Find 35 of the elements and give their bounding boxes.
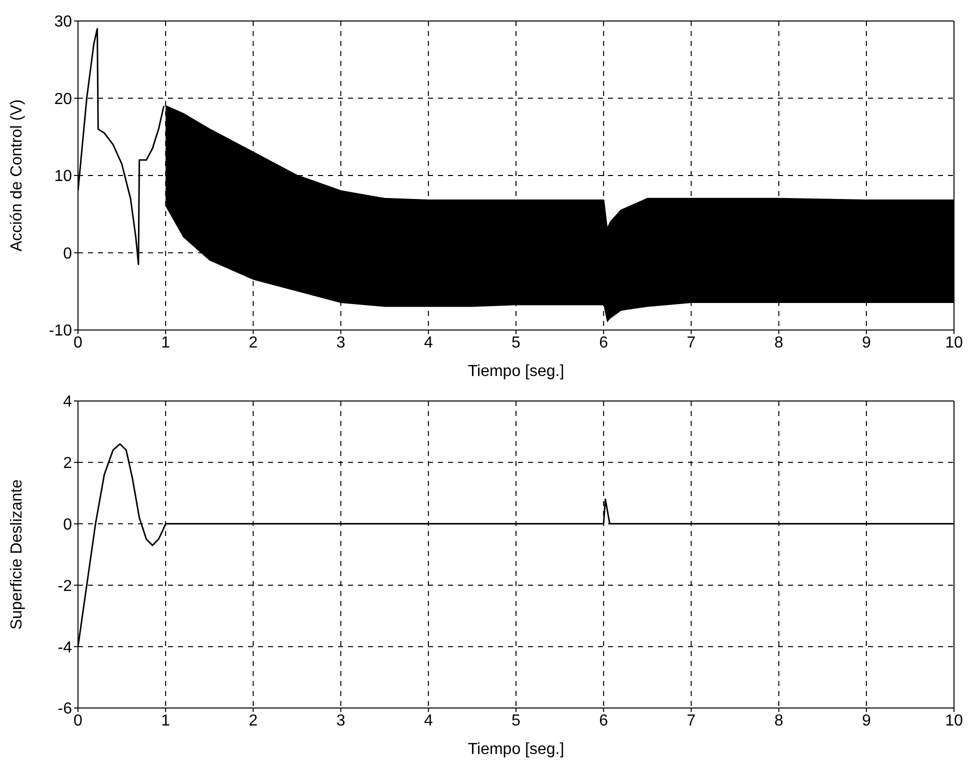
x-tick-label: 1 (161, 334, 170, 352)
y-tick-label: -10 (48, 322, 72, 340)
x-tick-label: 9 (862, 712, 871, 730)
x-tick-label: 8 (774, 712, 784, 730)
y-tick-label: 0 (63, 516, 72, 534)
x-axis-title: Tiempo [seg.] (468, 363, 564, 380)
y-tick-label: 20 (54, 90, 72, 108)
y-tick-label: 4 (63, 394, 72, 411)
x-tick-label: 3 (336, 334, 346, 352)
y-tick-label: -6 (58, 700, 72, 718)
x-tick-label: 5 (512, 334, 521, 352)
y-tick-label: 10 (54, 168, 72, 186)
x-tick-label: 7 (686, 334, 696, 352)
y-tick-label: 2 (63, 455, 72, 472)
x-tick-label: 4 (424, 712, 433, 730)
x-tick-label: 3 (336, 712, 346, 730)
y-tick-label: -2 (58, 578, 72, 595)
x-axis-title: Tiempo [seg.] (468, 741, 564, 758)
x-tick-label: 5 (512, 712, 521, 730)
x-tick-label: 2 (248, 712, 258, 730)
x-tick-label: 7 (686, 712, 696, 730)
x-tick-label: 9 (862, 334, 871, 352)
x-tick-label: 8 (774, 334, 784, 352)
y-tick-label: 30 (54, 14, 72, 31)
y-axis-title: Superficie Deslizante (8, 479, 26, 630)
x-tick-label: 6 (599, 712, 608, 730)
x-tick-label: 1 (161, 712, 170, 730)
y-tick-label: 0 (63, 245, 72, 262)
x-tick-label: 10 (945, 334, 963, 352)
y-axis-title: Acción de Control (V) (8, 99, 26, 252)
x-tick-label: 10 (945, 712, 963, 730)
y-tick-label: -4 (58, 639, 72, 656)
x-tick-label: 6 (599, 334, 608, 352)
x-tick-label: 4 (424, 334, 433, 352)
x-tick-label: 2 (248, 334, 258, 352)
